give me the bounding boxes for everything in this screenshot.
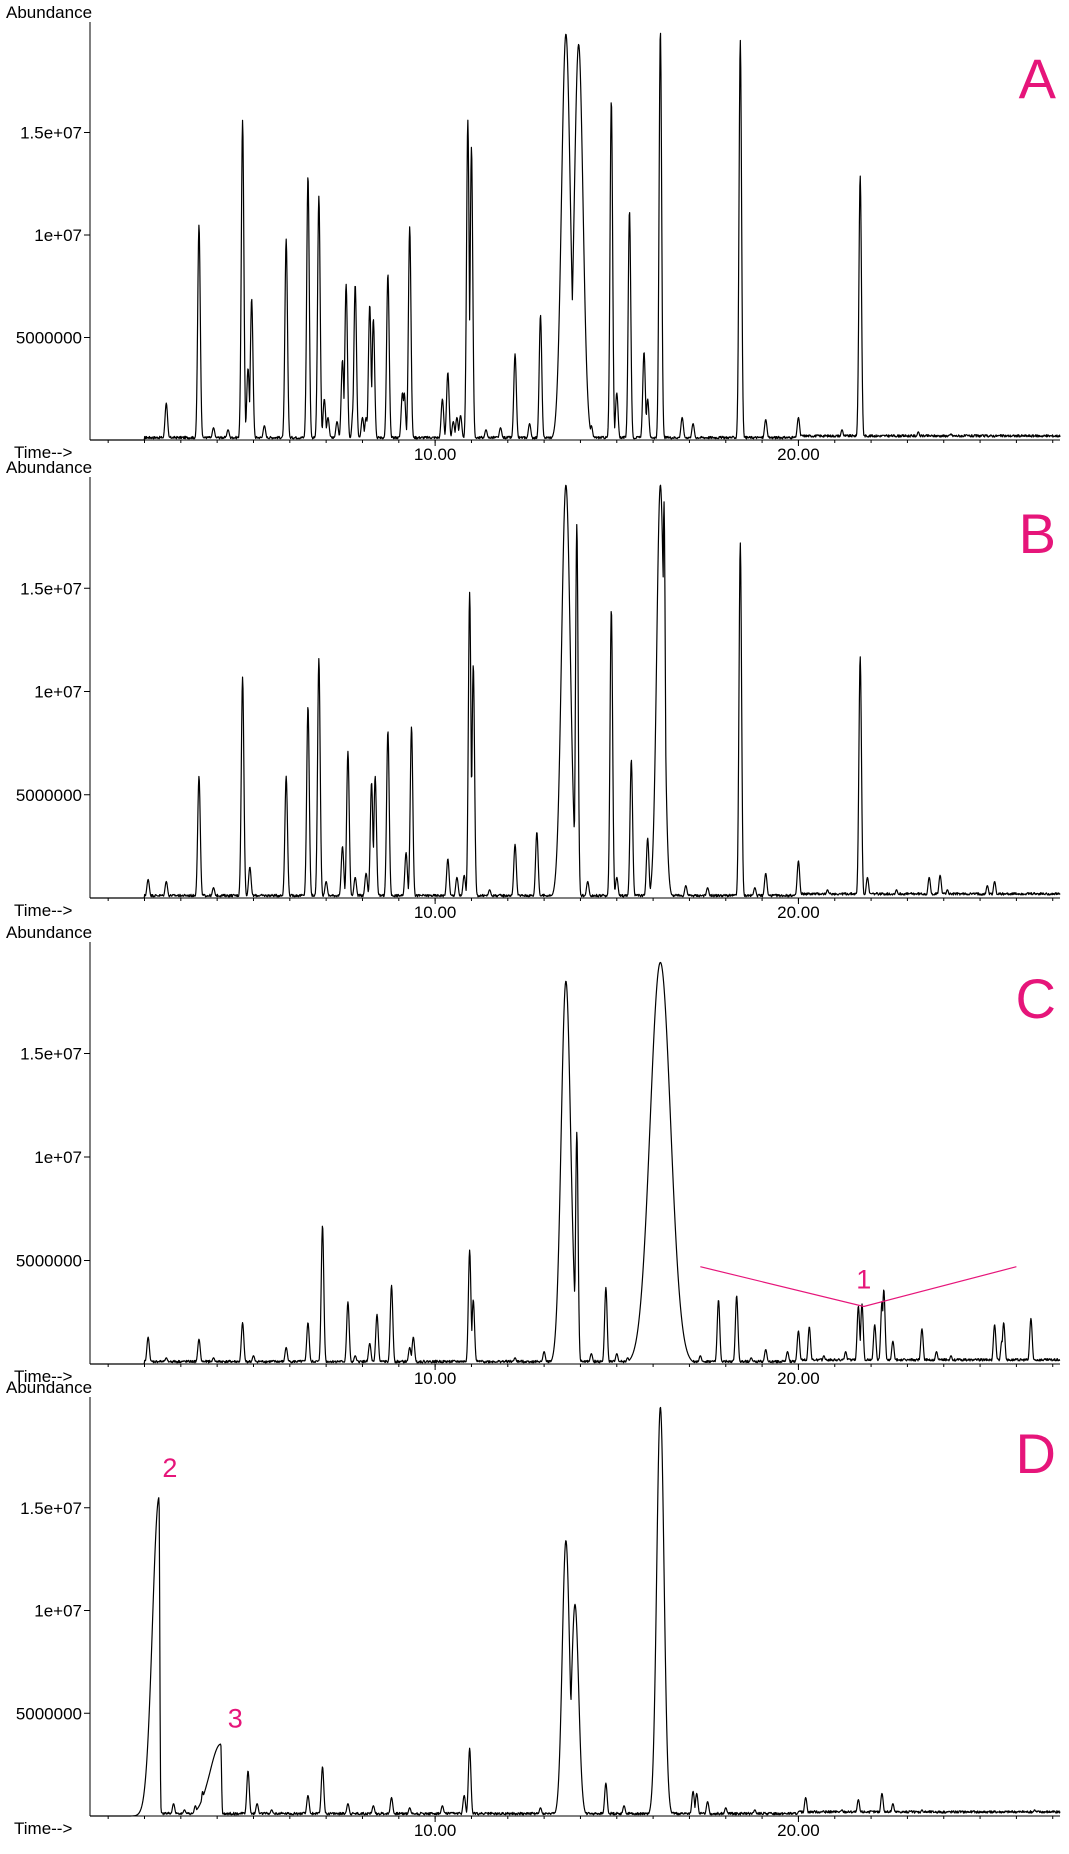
y-axis-label: Abundance [6, 458, 92, 477]
y-axis-label: Abundance [6, 1378, 92, 1397]
y-tick-label: 1e+07 [34, 683, 82, 702]
panel-label: D [1016, 1422, 1056, 1485]
y-tick-label: 1.5e+07 [20, 1045, 82, 1064]
chromatogram-panel-d: 5000000 1e+07 1.5e+07 10.00 20.00 Abundance Ti… [6, 1378, 1061, 1840]
chromatogram-trace [89, 32, 1061, 441]
chromatogram-trace [89, 1406, 1061, 1817]
x-tick-label: 20.00 [777, 445, 820, 464]
x-tick-label: 10.00 [414, 445, 457, 464]
y-tick-label: 1e+07 [34, 1602, 82, 1621]
y-tick-label: 1.5e+07 [20, 124, 82, 143]
panel-label: B [1019, 502, 1056, 565]
x-tick-label: 20.00 [777, 1369, 820, 1388]
annotation-label: 2 [162, 1453, 177, 1483]
x-axis-label: Time--> [14, 443, 72, 462]
annotation-bracket [700, 1266, 1017, 1308]
chromatogram-panel-a: 5000000 1e+07 1.5e+07 10.00 20.00 Abundance Ti… [6, 3, 1061, 464]
x-tick-label: 20.00 [777, 1821, 820, 1840]
chromatogram-trace [89, 484, 1061, 899]
y-tick-label: 1.5e+07 [20, 579, 82, 598]
chromatogram-panel-b: 5000000 1e+07 1.5e+07 10.00 20.00 Abundance Ti… [6, 458, 1061, 922]
chromatogram-trace [89, 961, 1061, 1365]
x-axis-label: Time--> [14, 901, 72, 920]
x-tick-label: 10.00 [414, 903, 457, 922]
annotation-label: 1 [856, 1264, 871, 1294]
y-tick-label: 1e+07 [34, 1148, 82, 1167]
y-tick-label: 5000000 [16, 786, 82, 805]
x-axis-label: Time--> [14, 1819, 72, 1838]
x-axis-label: Time--> [14, 1367, 72, 1386]
x-tick-label: 10.00 [414, 1821, 457, 1840]
annotation-label: 3 [228, 1704, 243, 1734]
chromatogram-panel-c: 5000000 1e+07 1.5e+07 10.00 20.00 Abundance Ti… [6, 923, 1061, 1388]
x-tick-label: 20.00 [777, 903, 820, 922]
y-axis-label: Abundance [6, 3, 92, 22]
panel-label: C [1016, 967, 1056, 1030]
y-axis-label: Abundance [6, 923, 92, 942]
x-tick-label: 10.00 [414, 1369, 457, 1388]
y-tick-label: 1e+07 [34, 226, 82, 245]
y-tick-label: 5000000 [16, 1252, 82, 1271]
panel-label: A [1019, 47, 1057, 110]
y-tick-label: 5000000 [16, 329, 82, 348]
y-tick-label: 1.5e+07 [20, 1499, 82, 1518]
y-tick-label: 5000000 [16, 1704, 82, 1723]
